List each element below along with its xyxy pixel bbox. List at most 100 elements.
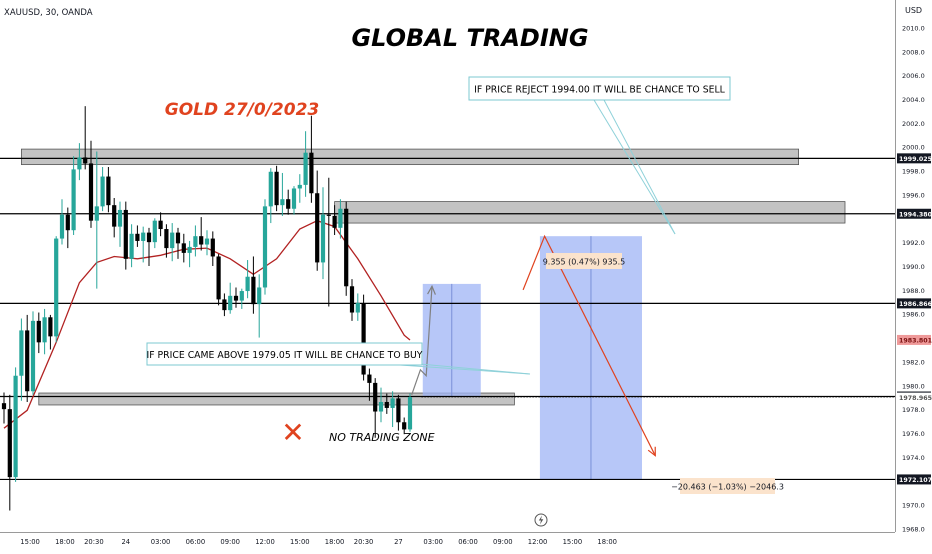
candle-body[interactable]	[193, 236, 198, 247]
candle-body[interactable]	[152, 220, 157, 243]
candle-body[interactable]	[88, 163, 94, 221]
candle-body[interactable]	[286, 199, 291, 209]
candle-body[interactable]	[251, 276, 256, 305]
candle-body[interactable]	[280, 199, 285, 206]
candle-body[interactable]	[349, 286, 355, 313]
candle-body[interactable]	[274, 171, 279, 206]
candle-body[interactable]	[94, 206, 99, 221]
candle-body[interactable]	[48, 317, 53, 337]
buy-callout-line-2	[399, 364, 531, 375]
candle-body[interactable]	[402, 422, 407, 430]
candle-body[interactable]	[332, 215, 337, 228]
candle-body[interactable]	[344, 208, 349, 287]
candle-body[interactable]	[112, 205, 117, 227]
price-label-bg	[897, 208, 931, 219]
candle-body[interactable]	[65, 214, 70, 231]
symbol-label[interactable]: XAUUSD, 30, OANDA	[4, 8, 93, 18]
candle-body[interactable]	[338, 208, 343, 228]
sell-projection[interactable]	[522, 234, 656, 456]
candle-body[interactable]	[384, 401, 389, 408]
candle-body[interactable]	[239, 291, 244, 301]
time-tick-label: 03:00	[151, 538, 171, 546]
zone-0	[20, 148, 800, 166]
candle-body[interactable]	[361, 302, 366, 375]
candle-body[interactable]	[54, 238, 59, 337]
candle-body[interactable]	[83, 157, 88, 164]
candle-body[interactable]	[135, 233, 140, 241]
buy-note-box	[146, 342, 423, 366]
candle-body[interactable]	[396, 398, 401, 423]
candle-body[interactable]	[228, 295, 233, 311]
price-tick-label: 2006.0	[902, 72, 925, 80]
candle-body[interactable]	[25, 330, 30, 392]
candle-body[interactable]	[146, 232, 152, 243]
candle-body[interactable]	[141, 232, 146, 241]
candle-body[interactable]	[199, 236, 204, 245]
candle-body[interactable]	[158, 220, 163, 230]
candle-body[interactable]	[390, 398, 395, 408]
candle-body[interactable]	[106, 176, 111, 206]
price-tick-label: 1998.0	[902, 168, 925, 176]
candle-body[interactable]	[36, 320, 41, 343]
candle-body[interactable]	[222, 299, 227, 311]
candle-body[interactable]	[19, 330, 24, 376]
time-tick-label: 18:00	[325, 538, 345, 546]
price-label: 1994.380	[899, 211, 932, 218]
candle-body[interactable]	[7, 409, 12, 478]
candle-body[interactable]	[175, 232, 181, 244]
candle-body[interactable]	[71, 169, 76, 231]
sell-note-callout[interactable]: IF PRICE REJECT 1994.00 IT WILL BE CHANC…	[468, 76, 731, 235]
lightning-icon-glyph	[538, 515, 544, 525]
candle-body[interactable]	[181, 243, 186, 253]
candle-body[interactable]	[320, 214, 326, 263]
time-axis[interactable]: 15:00 18:00 20:30 24 03:00 06:00 09:00 12:00 15:…	[20, 538, 617, 546]
candle-body[interactable]	[245, 276, 250, 292]
buy-projection[interactable]	[411, 286, 433, 395]
candle-body[interactable]	[170, 232, 175, 249]
candle-body[interactable]	[42, 317, 47, 343]
candle-body[interactable]	[291, 188, 297, 209]
candle-body[interactable]	[164, 229, 169, 249]
candle-body[interactable]	[117, 209, 123, 227]
candle-body[interactable]	[373, 382, 378, 412]
candle-body[interactable]	[257, 287, 262, 305]
candle-body[interactable]	[326, 214, 331, 216]
candle-body[interactable]	[204, 238, 210, 245]
candle-body[interactable]	[30, 320, 36, 392]
candle-body[interactable]	[123, 209, 128, 259]
candle-body[interactable]	[309, 152, 314, 194]
chart-frame	[0, 0, 896, 533]
price-tick-label: 1982.0	[902, 358, 925, 366]
candle-body[interactable]	[233, 295, 239, 301]
time-tick-label: 12:00	[255, 538, 275, 546]
candle-body[interactable]	[77, 157, 82, 170]
price-tick-label: 2004.0	[902, 96, 925, 104]
candle-body[interactable]	[129, 233, 134, 259]
time-tick-label: 20:30	[354, 538, 374, 546]
price-tick-label: 1976.0	[902, 430, 925, 438]
candle-body[interactable]	[262, 206, 268, 288]
candle-body[interactable]	[355, 302, 360, 313]
price-label: 1978.965	[899, 395, 932, 402]
price-axis[interactable]: 2010.0 2008.0 2006.0 2004.0 2002.0 2000.0 1998…	[897, 24, 932, 533]
candle-body[interactable]	[315, 193, 320, 263]
candle-body[interactable]	[210, 238, 215, 257]
candle-body[interactable]	[187, 246, 192, 253]
candle-body[interactable]	[59, 214, 65, 239]
candle-body[interactable]	[216, 256, 221, 300]
price-tick-label: 1980.0	[902, 382, 925, 390]
lightning-icon[interactable]	[534, 513, 548, 527]
candle-body[interactable]	[367, 374, 372, 383]
price-tick-label: 1974.0	[902, 454, 925, 462]
price-label-bg	[897, 153, 931, 164]
candle-body[interactable]	[407, 397, 413, 430]
candle-body[interactable]	[378, 401, 384, 412]
candle-body[interactable]	[303, 152, 308, 185]
buy-note-callout[interactable]: IF PRICE CAME ABOVE 1979.05 IT WILL BE C…	[146, 342, 531, 375]
price-tick-label: 2002.0	[902, 120, 925, 128]
candle-body[interactable]	[100, 176, 105, 207]
candle-body[interactable]	[13, 375, 18, 478]
candle-body[interactable]	[1, 403, 7, 410]
candle-body[interactable]	[268, 171, 273, 207]
candle-body[interactable]	[297, 184, 302, 189]
